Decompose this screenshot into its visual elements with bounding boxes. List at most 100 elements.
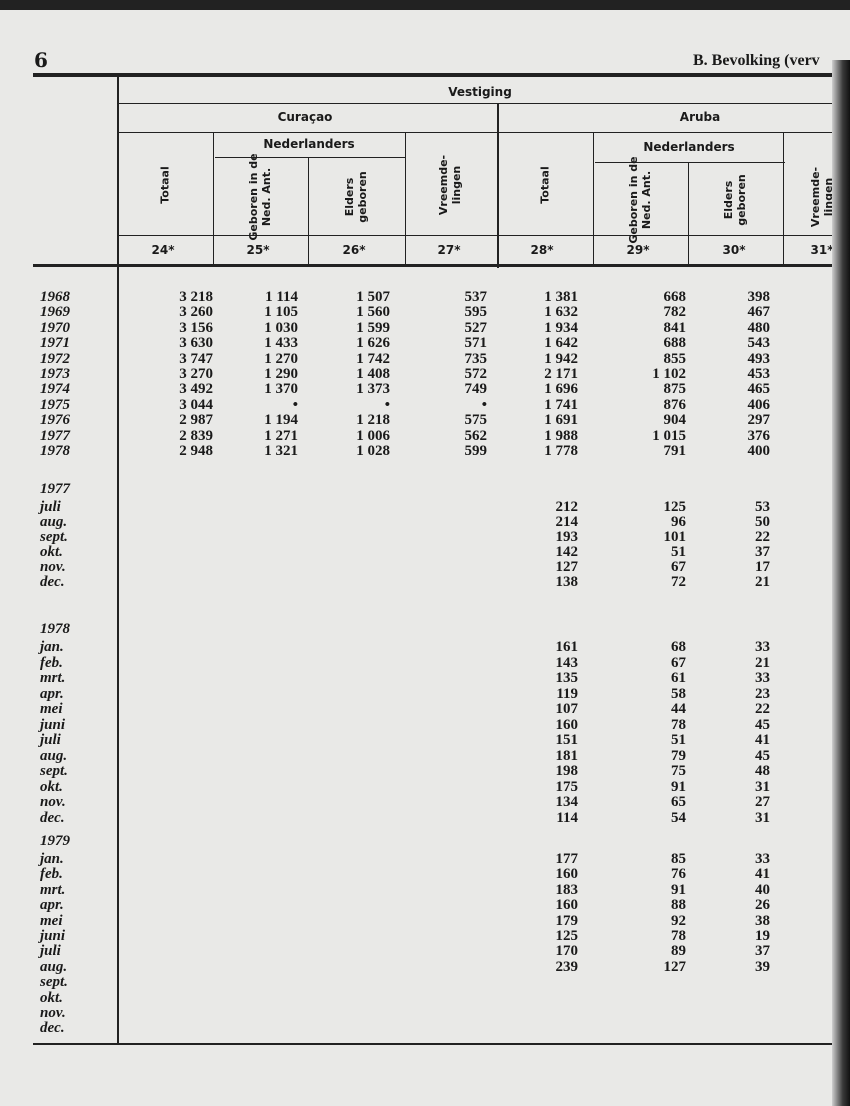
table-row: sept. 193 101 22 — [0, 530, 850, 545]
table-cell: 75 — [671, 763, 686, 779]
table-cell: 1 942 — [544, 350, 578, 367]
rule — [117, 235, 837, 236]
table-cell: 22 — [755, 701, 770, 717]
table-row: juni 125 78 19 — [0, 929, 850, 944]
table-cell: 688 — [663, 335, 687, 352]
row-label: mei — [40, 912, 63, 929]
table-row: jan. 161 68 33 — [0, 640, 850, 655]
table-cell: 3 260 — [179, 304, 213, 321]
row-label: 1970 — [40, 319, 70, 336]
table-row: okt. 175 91 31 — [0, 778, 850, 795]
row-label: feb. — [40, 866, 63, 883]
col-divider — [213, 132, 214, 267]
table-cell: 3 747 — [179, 350, 213, 367]
bottom-rule — [33, 1043, 838, 1045]
row-label: juni — [40, 716, 66, 733]
table-cell: 91 — [671, 881, 686, 898]
table-cell: 1 373 — [356, 381, 390, 398]
row-label: dec. — [40, 1020, 65, 1037]
table-cell: 41 — [755, 866, 770, 883]
table-cell: 1 742 — [356, 350, 390, 367]
table-cell: 193 — [555, 529, 579, 545]
row-label: 1971 — [40, 335, 70, 352]
table-row: mrt. 135 61 33 — [0, 671, 850, 686]
row-label: nov. — [40, 794, 66, 810]
table-row: mei 107 44 22 — [0, 702, 850, 717]
table-cell: 50 — [755, 514, 770, 530]
table-cell: 841 — [663, 319, 687, 336]
row-label: mrt. — [40, 670, 66, 686]
table-cell: 406 — [747, 396, 771, 413]
row-label: feb. — [40, 654, 63, 671]
column-number: 31* — [810, 243, 834, 257]
column-header: Geboren in de Ned. Ant. — [627, 156, 653, 244]
table-cell: 114 — [556, 809, 578, 826]
table-cell: 96 — [671, 514, 686, 530]
table-cell: 571 — [464, 335, 488, 352]
table-cell: 72 — [671, 574, 686, 590]
rule — [595, 162, 785, 163]
row-label: dec. — [40, 809, 65, 826]
table-cell: 1 599 — [356, 319, 390, 336]
table-cell: 1 988 — [544, 427, 578, 444]
table-row: 1971 3 630 1 433 1 626 571 1 642 688 543 — [0, 336, 850, 351]
table-cell: 376 — [747, 427, 771, 444]
table-cell: 67 — [671, 559, 686, 575]
col-divider — [405, 132, 406, 267]
column-header: Totaal — [158, 166, 172, 204]
region-divider — [497, 103, 499, 268]
table-cell: 493 — [747, 350, 771, 367]
table-cell: 480 — [747, 319, 771, 336]
row-label: juli — [40, 732, 61, 748]
row-label: okt. — [40, 778, 63, 795]
row-label: apr. — [40, 685, 64, 702]
year-subheading: 1977 — [40, 481, 70, 497]
table-cell: 543 — [747, 335, 771, 352]
table-cell: 91 — [671, 778, 686, 795]
table-row: nov. 134 65 27 — [0, 795, 850, 810]
col-divider — [688, 162, 689, 267]
table-row: 1978 2 948 1 321 1 028 599 1 778 791 400 — [0, 444, 850, 459]
row-label: 1972 — [40, 350, 70, 367]
table-cell: 142 — [555, 544, 579, 560]
table-cell: 107 — [555, 701, 579, 717]
table-cell: 54 — [671, 809, 686, 826]
table-cell: 38 — [755, 912, 770, 929]
table-row: feb. 143 67 21 — [0, 654, 850, 671]
row-label: sept. — [40, 529, 68, 545]
table-row: mei 179 92 38 — [0, 912, 850, 929]
aruba-header: Aruba — [679, 110, 721, 124]
table-row: feb. 160 76 41 — [0, 867, 850, 882]
row-label: sept. — [40, 974, 68, 991]
year-subheading: 1978 — [40, 621, 70, 637]
column-header: Geboren in de Ned. Ant. — [247, 153, 273, 241]
table-cell: 904 — [663, 412, 687, 429]
table-row: 1970 3 156 1 030 1 599 527 1 934 841 480 — [0, 319, 850, 336]
table-row: 1976 2 987 1 194 1 218 575 1 691 904 297 — [0, 413, 850, 428]
table-cell: 467 — [747, 304, 771, 321]
table-cell: 17 — [755, 559, 770, 575]
row-label: aug. — [40, 747, 68, 764]
column-number: 26* — [342, 243, 366, 257]
table-cell: 2 171 — [544, 366, 578, 382]
table-row: 1974 3 492 1 370 1 373 749 1 696 875 465 — [0, 382, 850, 397]
table-cell: 41 — [755, 732, 770, 748]
table-cell: 45 — [755, 747, 770, 764]
rule — [117, 132, 837, 133]
table-cell: 749 — [464, 381, 488, 398]
table-cell: 3 156 — [179, 319, 213, 336]
table-cell: 1 030 — [264, 319, 298, 336]
table-cell: 1 194 — [264, 412, 298, 429]
table-cell: 2 839 — [179, 427, 213, 444]
table-cell: 791 — [663, 443, 687, 459]
table-cell: 1 507 — [356, 289, 390, 305]
table-cell: 465 — [747, 381, 771, 398]
table-cell: 595 — [464, 304, 488, 321]
table-cell: 855 — [663, 350, 687, 367]
row-label: aug. — [40, 514, 68, 530]
table-cell: 61 — [671, 670, 686, 686]
col-divider — [593, 132, 594, 267]
table-cell: 1 006 — [356, 427, 390, 444]
row-label: jan. — [40, 639, 64, 655]
table-cell: 1 632 — [544, 304, 578, 321]
